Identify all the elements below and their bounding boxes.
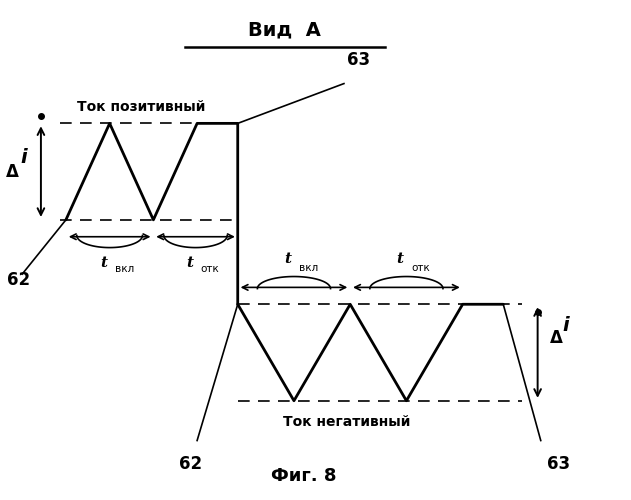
Text: Δ: Δ <box>6 162 19 180</box>
Text: 63: 63 <box>547 455 570 473</box>
Text: i: i <box>563 316 569 336</box>
Text: t: t <box>284 252 292 266</box>
Text: 62: 62 <box>179 455 203 473</box>
Text: Δ: Δ <box>550 329 563 347</box>
Text: t: t <box>100 256 107 270</box>
Text: Ток негативный: Ток негативный <box>283 415 411 429</box>
Text: отк: отк <box>411 263 430 273</box>
Text: Вид  А: Вид А <box>248 21 321 40</box>
Text: Ток позитивный: Ток позитивный <box>77 100 205 114</box>
Text: 62: 62 <box>6 271 30 289</box>
Text: i: i <box>20 148 27 167</box>
Text: отк: отк <box>201 264 220 274</box>
Text: вкл: вкл <box>299 263 318 273</box>
Text: Фиг. 8: Фиг. 8 <box>271 467 336 485</box>
Text: вкл: вкл <box>115 264 134 274</box>
Text: t: t <box>186 256 193 270</box>
Text: t: t <box>397 252 404 266</box>
Text: 63: 63 <box>347 51 370 69</box>
